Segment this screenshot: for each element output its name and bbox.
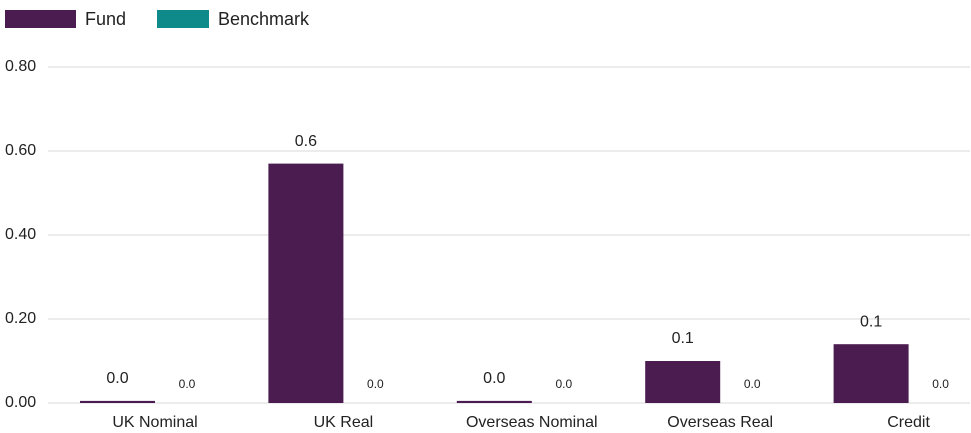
y-tick-label: 0.40 <box>5 226 36 243</box>
legend-swatch <box>157 10 209 28</box>
value-label: 0.0 <box>179 377 196 391</box>
bar <box>833 344 909 403</box>
value-label: 0.0 <box>744 377 761 391</box>
value-label: 0.6 <box>295 133 317 150</box>
bar <box>645 361 721 403</box>
value-label: 0.1 <box>860 313 882 330</box>
y-tick-label: 0.20 <box>5 310 36 327</box>
y-tick-label: 0.00 <box>5 394 36 411</box>
bar <box>80 400 155 403</box>
legend-label: Benchmark <box>218 9 310 29</box>
legend-label: Fund <box>85 9 126 29</box>
x-tick-label: UK Nominal <box>112 414 197 431</box>
value-label: 0.0 <box>106 370 128 387</box>
value-label: 0.0 <box>483 370 505 387</box>
value-label: 0.0 <box>555 377 572 391</box>
legend-swatch <box>5 10 76 28</box>
y-tick-label: 0.80 <box>5 58 36 75</box>
x-tick-label: Overseas Nominal <box>466 414 598 431</box>
x-tick-label: Overseas Real <box>667 414 773 431</box>
x-tick-label: UK Real <box>314 414 374 431</box>
value-label: 0.1 <box>672 330 694 347</box>
bar <box>268 163 344 403</box>
value-label: 0.0 <box>367 377 384 391</box>
value-label: 0.0 <box>932 377 949 391</box>
y-tick-label: 0.60 <box>5 142 36 159</box>
x-tick-label: Credit <box>887 414 930 431</box>
bar <box>456 400 532 403</box>
